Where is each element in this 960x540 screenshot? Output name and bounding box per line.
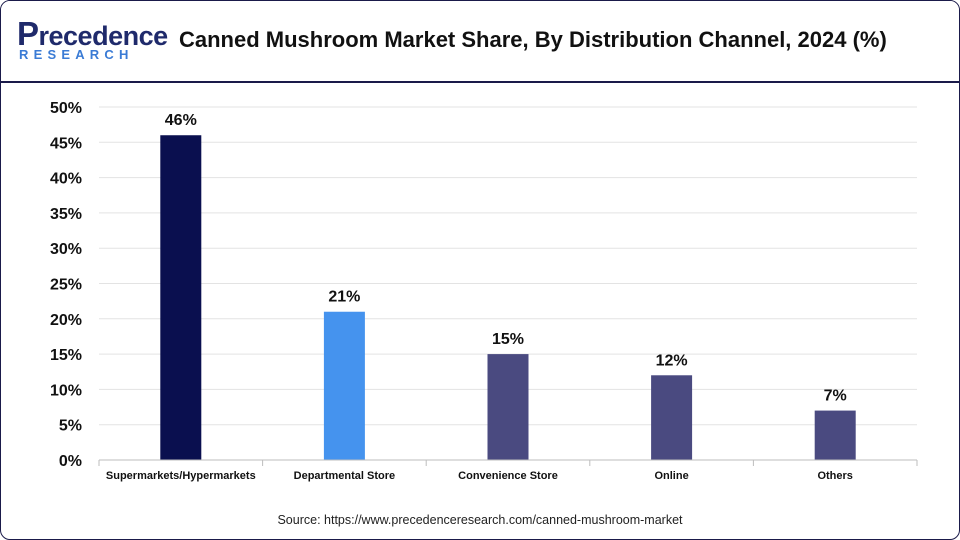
logo-subtitle: RESEARCH bbox=[19, 47, 134, 62]
y-tick-label: 50% bbox=[50, 100, 82, 117]
data-label: 12% bbox=[656, 352, 688, 369]
chart-svg: 0% 5% 10% 15% 20% 25% 30% 35% 40% 45% 50% 46% 21% 15… bbox=[50, 100, 918, 482]
y-tick-label: 45% bbox=[50, 135, 82, 152]
y-tick-label: 35% bbox=[50, 206, 82, 223]
y-axis-ticks: 0% 5% 10% 15% 20% 25% 30% 35% 40% 45% 50% bbox=[50, 100, 82, 470]
logo-rest: recedence bbox=[38, 21, 169, 51]
category-label: Departmental Store bbox=[294, 470, 395, 482]
y-tick-label: 0% bbox=[59, 453, 82, 470]
category-label: Others bbox=[817, 470, 852, 482]
bar-chart: 0% 5% 10% 15% 20% 25% 30% 35% 40% 45% 50% 46% 21% 15… bbox=[1, 83, 959, 503]
bars bbox=[160, 135, 856, 461]
category-label: Online bbox=[654, 470, 688, 482]
data-labels: 46% 21% 15% 12% 7% bbox=[165, 112, 847, 404]
brand-logo: Precedence RESEARCH bbox=[17, 15, 168, 67]
bar bbox=[487, 354, 529, 460]
bar bbox=[651, 375, 693, 460]
bar bbox=[160, 135, 202, 461]
y-tick-label: 40% bbox=[50, 171, 82, 188]
category-labels: Supermarkets/Hypermarkets Departmental St… bbox=[106, 470, 853, 482]
chart-title: Canned Mushroom Market Share, By Distrib… bbox=[179, 27, 887, 52]
bar bbox=[814, 410, 856, 460]
data-label: 7% bbox=[824, 388, 847, 405]
y-tick-label: 10% bbox=[50, 382, 82, 399]
category-label: Convenience Store bbox=[458, 470, 558, 482]
y-tick-label: 5% bbox=[59, 418, 82, 435]
y-tick-label: 20% bbox=[50, 312, 82, 329]
data-label: 21% bbox=[328, 289, 360, 306]
source-note: Source: https://www.precedenceresearch.c… bbox=[277, 513, 683, 527]
bar bbox=[323, 311, 365, 460]
category-label: Supermarkets/Hypermarkets bbox=[106, 470, 256, 482]
logo-initial: P bbox=[17, 15, 39, 52]
data-label: 46% bbox=[165, 112, 197, 129]
header: Precedence RESEARCH Canned Mushroom Mark… bbox=[1, 1, 959, 83]
logo-wordmark: Precedence bbox=[17, 15, 168, 53]
y-tick-label: 25% bbox=[50, 277, 82, 294]
y-tick-label: 15% bbox=[50, 347, 82, 364]
data-label: 15% bbox=[492, 331, 524, 348]
y-tick-label: 30% bbox=[50, 241, 82, 258]
x-axis bbox=[98, 459, 918, 466]
